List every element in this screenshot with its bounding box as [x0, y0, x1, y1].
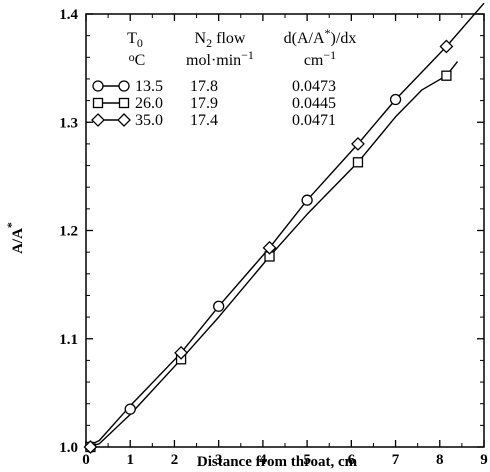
y-tick-label: 1.1 — [59, 332, 78, 348]
x-tick-label: 8 — [436, 452, 444, 468]
legend-flow-value: 17.9 — [190, 95, 218, 112]
circle-data-point — [213, 300, 225, 312]
diamond-data-point — [174, 345, 188, 360]
legend-slope-value: 0.0471 — [292, 112, 336, 129]
diamond-data-point — [83, 440, 98, 454]
legend-unit-t0: oC — [129, 50, 146, 69]
x-tick-label: 3 — [215, 452, 223, 468]
x-axis-label: Distance from throat, cm — [197, 454, 358, 470]
legend-header-slope: d(A/A*)/dx — [284, 26, 357, 47]
legend-t0-value: 35.0 — [135, 112, 163, 129]
y-tick-label: 1.0 — [59, 440, 78, 456]
diamond-series-curve — [85, 2, 485, 448]
diamond-data-point — [439, 39, 454, 54]
x-tick-label: 9 — [480, 452, 488, 468]
circle-data-point — [301, 194, 313, 206]
legend-circle-marker — [118, 80, 130, 92]
y-tick-label: 1.2 — [59, 224, 78, 240]
legend-circle-marker — [92, 80, 104, 92]
legend-flow-value: 17.8 — [190, 78, 218, 95]
legend-t0-value: 26.0 — [135, 95, 163, 112]
legend-diamond-marker — [91, 113, 105, 127]
y-tick-label: 1.3 — [59, 115, 78, 131]
x-tick-label: 4 — [259, 452, 267, 468]
legend-header-t0: T0 — [127, 30, 143, 50]
legend-header-flow: N2 flow — [195, 30, 246, 50]
square-series-curve — [85, 61, 459, 448]
legend-diamond-marker — [117, 113, 131, 127]
x-tick-label: 7 — [392, 452, 400, 468]
legend: T0 N2 flow d(A/A*)/dx oC mol·min−1 cm−1 13.5 17… — [91, 26, 357, 129]
square-data-point — [441, 70, 452, 81]
legend-square-marker — [118, 97, 130, 109]
markers-layer — [83, 39, 454, 454]
x-tick-label: 2 — [171, 452, 179, 468]
y-axis-label: A/A* — [4, 222, 26, 254]
legend-flow-value: 17.4 — [190, 112, 218, 129]
legend-t0-value: 13.5 — [135, 78, 163, 95]
legend-square-marker — [92, 97, 104, 109]
diamond-data-point — [351, 136, 365, 151]
x-tick-label: 0 — [82, 452, 90, 468]
legend-slope-value: 0.0473 — [292, 78, 336, 95]
axes-layer: 0 1 2 3 4 5 6 7 8 9 1.0 1.1 1.2 1.3 1.4 — [59, 7, 488, 468]
square-data-point — [352, 157, 364, 168]
legend-slope-value: 0.0445 — [292, 95, 336, 112]
y-tick-label: 1.4 — [59, 7, 78, 23]
x-tick-label: 6 — [348, 452, 356, 468]
x-tick-label: 5 — [303, 452, 311, 468]
x-tick-label: 1 — [126, 452, 134, 468]
legend-unit-flow: mol·min−1 — [186, 48, 254, 69]
curves-layer — [85, 2, 485, 448]
diamond-data-point — [262, 240, 277, 255]
circle-data-point — [389, 93, 402, 106]
legend-unit-slope: cm−1 — [304, 48, 336, 69]
circle-data-point — [124, 403, 136, 415]
